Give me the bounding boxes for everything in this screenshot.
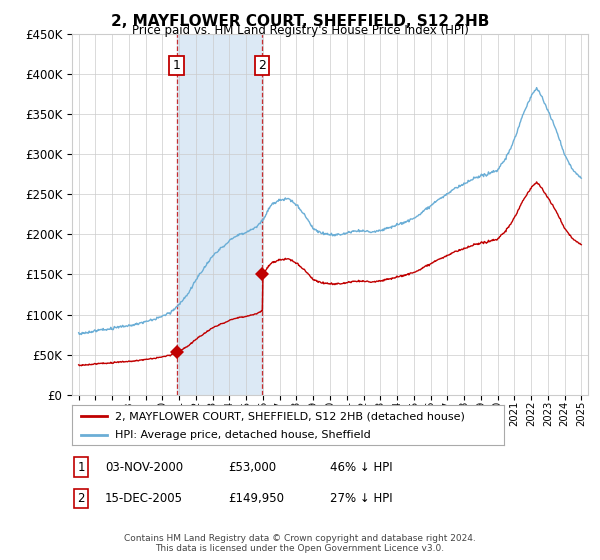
Text: 15-DEC-2005: 15-DEC-2005 [105,492,183,505]
Text: Price paid vs. HM Land Registry's House Price Index (HPI): Price paid vs. HM Land Registry's House … [131,24,469,36]
Text: 2: 2 [259,59,266,72]
Text: 2: 2 [77,492,85,505]
Text: 2, MAYFLOWER COURT, SHEFFIELD, S12 2HB: 2, MAYFLOWER COURT, SHEFFIELD, S12 2HB [111,14,489,29]
Bar [176,34,262,395]
Text: 1: 1 [77,460,85,474]
Text: HPI: Average price, detached house, Sheffield: HPI: Average price, detached house, Shef… [115,430,371,440]
Text: 27% ↓ HPI: 27% ↓ HPI [330,492,392,505]
Text: 03-NOV-2000: 03-NOV-2000 [105,460,183,474]
Text: 2, MAYFLOWER COURT, SHEFFIELD, S12 2HB (detached house): 2, MAYFLOWER COURT, SHEFFIELD, S12 2HB (… [115,411,465,421]
Text: £149,950: £149,950 [228,492,284,505]
Text: Contains HM Land Registry data © Crown copyright and database right 2024.
This d: Contains HM Land Registry data © Crown c… [124,534,476,553]
Text: £53,000: £53,000 [228,460,276,474]
Text: 46% ↓ HPI: 46% ↓ HPI [330,460,392,474]
Text: 1: 1 [173,59,181,72]
